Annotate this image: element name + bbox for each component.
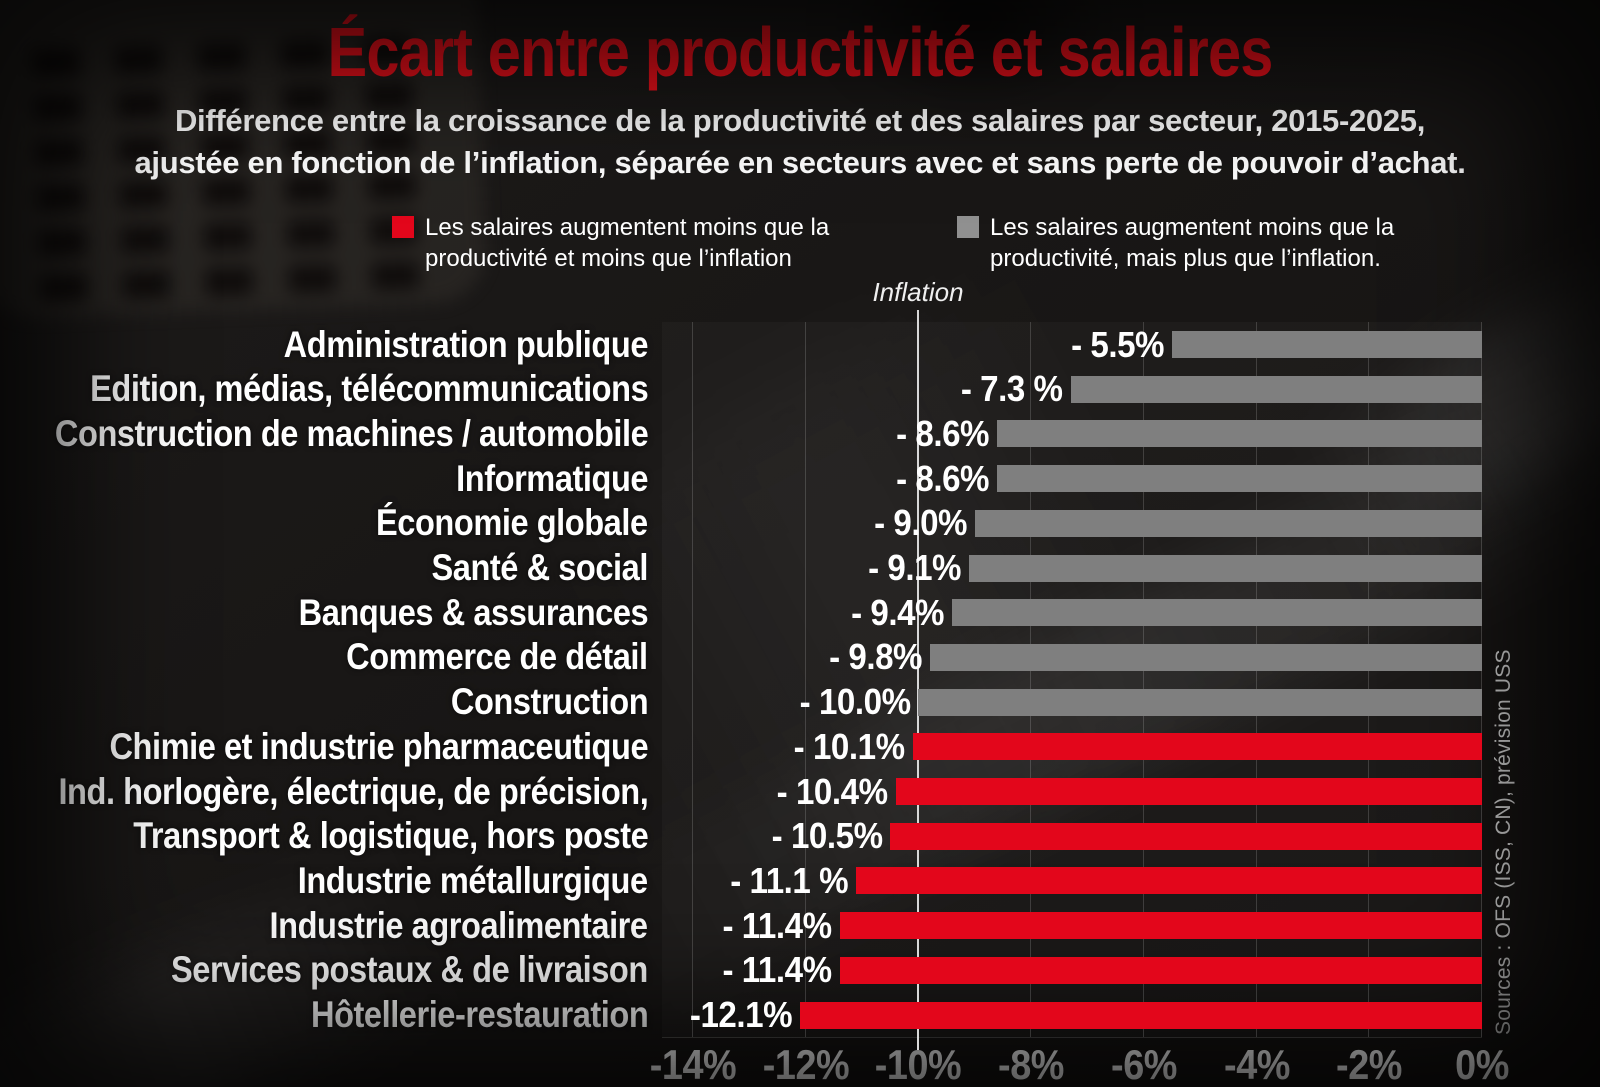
category-label: Économie globale [376,502,648,544]
bar-gray [974,509,1482,537]
plot-area: - 5.5% - 7.3 % - 8.6% - 8.6% - 9.0% - 9.1% - 9… [662,310,1482,1050]
value-label: -12.1% [689,994,793,1035]
calculator-key [35,182,85,213]
gridline [1481,322,1482,1037]
value-label: - 10.1% [793,725,905,767]
value-label: - 10.5% [771,815,883,857]
x-axis-tick-label: -2% [1336,1041,1403,1087]
category-label: Commerce de détail [346,636,648,678]
bar-red [839,956,1482,984]
legend-swatch-gray [957,216,979,238]
value-label: - 9.8% [828,636,922,678]
category-labels: Administration publique Edition, médias, … [0,322,649,1037]
category-label: Banques & assurances [298,591,648,633]
category-label: Santé & social [431,547,649,588]
bar-red [800,1001,1482,1029]
inflation-line [917,310,920,1050]
page-subtitle: Différence entre la croissance de la pro… [0,100,1600,184]
category-label: Edition, médias, télécommunications [89,368,649,410]
category-label: Construction [450,681,649,723]
value-label: - 8.6% [896,412,990,454]
x-axis-tick-label: 0% [1455,1041,1509,1087]
category-label: Services postaux & de livraison [171,949,648,991]
calculator-key [203,221,253,252]
x-axis-tick-label: -6% [1110,1041,1177,1087]
legend-red-line-1: Les salaires augmentent moins que la [425,214,830,241]
value-label: - 11.1 % [730,859,849,901]
value-label: - 9.0% [873,502,967,544]
bar-red [856,867,1482,895]
bar-red [839,912,1482,940]
value-label: - 10.0% [799,681,911,723]
bar-gray [997,465,1482,493]
value-label: - 7.3 % [960,368,1063,410]
gridline [1142,322,1144,1037]
legend-gray-line-2: productivité, mais plus que l’inflation. [990,245,1381,272]
x-axis-tick-label: -12% [762,1041,849,1087]
x-axis: -14% -12% -10% -8% -6% -4% -2% 0% [650,1041,1510,1087]
calculator-key [286,218,336,250]
bar-gray [997,420,1482,448]
x-axis-tick-label: -14% [649,1041,737,1087]
legend-red-line-2: productivité et moins que l’inflation [425,245,792,272]
bar-gray [1172,331,1482,358]
legend-gray-line-1: Les salaires augmentent moins que la [990,214,1395,241]
value-label: - 5.5% [1071,323,1165,365]
calculator-key [37,227,87,258]
x-axis-tick-label: -8% [998,1041,1065,1087]
category-label: Hôtellerie-restauration [310,994,649,1035]
category-label: Administration publique [283,323,649,365]
legend-item-red: Les salaires augmentent moins que la pro… [392,212,829,274]
calculator-key [120,224,170,255]
value-label: - 8.6% [896,457,990,499]
category-label: Ind. horlogère, électrique, de précision… [58,770,648,812]
value-label: - 9.1% [868,547,962,588]
calculator-key [121,269,171,300]
category-label: Transport & logistique, hors poste [132,815,649,857]
page-title: Écart entre productivité et salaires [327,13,1274,91]
bar-gray [1070,375,1482,403]
calculator-key [31,47,81,78]
value-label: - 11.4% [722,949,832,991]
gridline [1030,322,1032,1037]
calculator-key [204,266,254,297]
subtitle-line-2: ajustée en fonction de l’inflation, sépa… [134,145,1466,180]
category-label: Construction de machines / automobile [54,412,649,454]
calculator-key [287,263,337,294]
bar-red [895,778,1482,805]
gridline [691,322,693,1037]
category-label: Chimie et industrie pharmaceutique [109,725,648,767]
value-label: - 11.4% [722,904,832,946]
calculator-key [39,272,88,303]
x-axis-tick-label: -4% [1223,1041,1290,1087]
legend-label-gray: Les salaires augmentent moins que la pro… [990,212,1394,274]
bar-red [912,733,1482,761]
bar-gray [929,643,1482,671]
gridline [804,322,806,1037]
bar-red [890,822,1482,850]
source-note: Sources : OFS (ISS, CN), prévision USS [1492,649,1515,1036]
gridline [1255,322,1257,1037]
value-label: - 10.4% [776,770,888,812]
legend-label-red: Les salaires augmentent moins que la pro… [425,212,829,274]
subtitle-line-1: Différence entre la croissance de la pro… [174,103,1426,138]
inflation-annotation-label: Inflation [872,277,964,307]
gridline [1368,322,1370,1037]
bar-gray [969,554,1482,582]
legend-swatch-red [392,216,414,238]
category-label: Informatique [456,457,648,499]
value-label: - 9.4% [851,591,945,633]
category-label: Industrie agroalimentaire [269,904,648,946]
category-label: Industrie métallurgique [298,859,648,901]
bar-gray [918,688,1482,716]
legend-item-gray: Les salaires augmentent moins que la pro… [957,212,1394,274]
bar-gray [952,599,1482,627]
